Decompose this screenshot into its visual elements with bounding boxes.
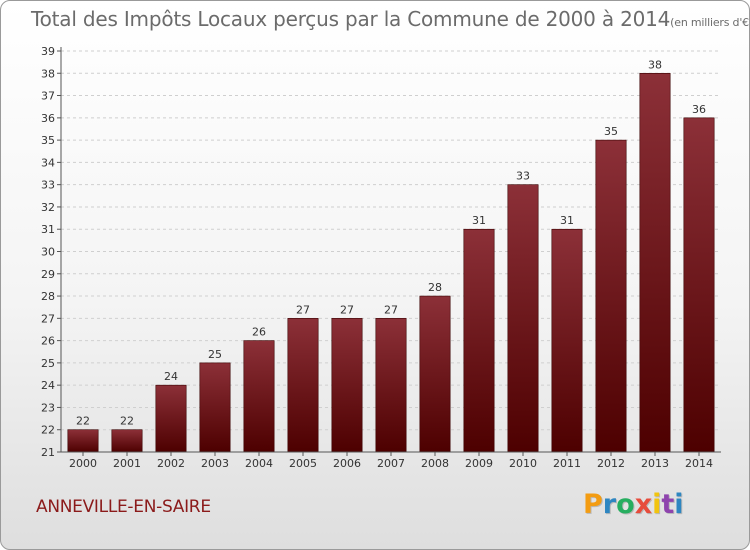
bars (67, 72, 715, 453)
x-tick-label-2003: 2003 (201, 457, 229, 470)
x-tick-label-2013: 2013 (641, 457, 669, 470)
commune-name: ANNEVILLE-EN-SAIRE (36, 497, 211, 517)
x-tick-label-2012: 2012 (597, 457, 625, 470)
y-tick-label: 23 (41, 401, 55, 414)
y-tick-label: 37 (41, 90, 55, 103)
x-tick-label-2010: 2010 (509, 457, 537, 470)
proxiti-logo: Proxiti (583, 489, 684, 520)
y-tick-label: 35 (41, 134, 55, 147)
logo-letter: P (583, 489, 603, 520)
bar-2000 (67, 429, 99, 453)
bar-2009 (463, 228, 495, 453)
y-tick-label: 24 (41, 379, 55, 392)
chart-title: Total des Impôts Locaux perçus par la Co… (31, 7, 750, 31)
y-tick-label: 25 (41, 357, 55, 370)
y-tick-label: 33 (41, 179, 55, 192)
bar-2008 (419, 295, 451, 453)
logo-letter: t (661, 489, 675, 520)
bar-2014 (683, 117, 715, 453)
y-tick-label: 26 (41, 335, 55, 348)
logo-letter: o (616, 489, 635, 520)
y-tick-label: 22 (41, 424, 55, 437)
y-tick-label: 27 (41, 312, 55, 325)
logo-letter: r (602, 489, 617, 520)
value-label-2012: 35 (604, 125, 618, 138)
x-tick-label-2004: 2004 (245, 457, 273, 470)
bar-2003 (199, 362, 231, 453)
y-tick-label: 21 (41, 446, 55, 459)
logo-letter: i (674, 489, 684, 520)
logo-letter: x (634, 489, 653, 520)
bar-2010 (507, 184, 539, 453)
x-tick-label-2014: 2014 (685, 457, 713, 470)
y-tick-label: 39 (41, 45, 55, 58)
x-tick-label-2002: 2002 (157, 457, 185, 470)
value-label-2000: 22 (76, 415, 90, 428)
bar-2007 (375, 318, 407, 453)
value-label-2004: 26 (252, 326, 266, 339)
y-tick-label: 36 (41, 112, 55, 125)
bar-2001 (111, 429, 143, 453)
value-label-2008: 28 (428, 281, 442, 294)
chart-unit: (en milliers d'€) (670, 16, 750, 29)
y-tick-label: 32 (41, 201, 55, 214)
bar-2002 (155, 384, 187, 453)
bar-2013 (639, 72, 671, 453)
y-tick-label: 31 (41, 223, 55, 236)
bar-2011 (551, 228, 583, 453)
value-label-2007: 27 (384, 303, 398, 316)
logo-letter: i (652, 489, 662, 520)
y-tick-label: 29 (41, 268, 55, 281)
bar-2006 (331, 318, 363, 453)
axes (57, 47, 721, 456)
value-label-2010: 33 (516, 170, 530, 183)
y-tick-label: 34 (41, 156, 55, 169)
bar-2004 (243, 340, 275, 453)
x-tick-label-2006: 2006 (333, 457, 361, 470)
chart-title-text: Total des Impôts Locaux perçus par la Co… (31, 7, 671, 31)
value-label-2005: 27 (296, 303, 310, 316)
y-tick-label: 30 (41, 246, 55, 259)
bar-2005 (287, 318, 319, 453)
y-tick-label: 38 (41, 67, 55, 80)
x-tick-label-2007: 2007 (377, 457, 405, 470)
x-tick-label-2001: 2001 (113, 457, 141, 470)
bar-2012 (595, 139, 627, 453)
value-label-2001: 22 (120, 415, 134, 428)
labels: 21 22 23 24 25 26 27 28 29 30 31 32 33 34 35 36 37 38 39 22… (41, 45, 713, 470)
x-tick-label-2005: 2005 (289, 457, 317, 470)
x-tick-label-2011: 2011 (553, 457, 581, 470)
y-tick-label: 28 (41, 290, 55, 303)
value-label-2009: 31 (472, 214, 486, 227)
value-label-2011: 31 (560, 214, 574, 227)
value-label-2003: 25 (208, 348, 222, 361)
x-tick-label-2009: 2009 (465, 457, 493, 470)
value-label-2014: 36 (692, 103, 706, 116)
value-label-2002: 24 (164, 370, 178, 383)
x-tick-label-2008: 2008 (421, 457, 449, 470)
x-tick-label-2000: 2000 (69, 457, 97, 470)
value-label-2013: 38 (648, 58, 662, 71)
value-label-2006: 27 (340, 303, 354, 316)
